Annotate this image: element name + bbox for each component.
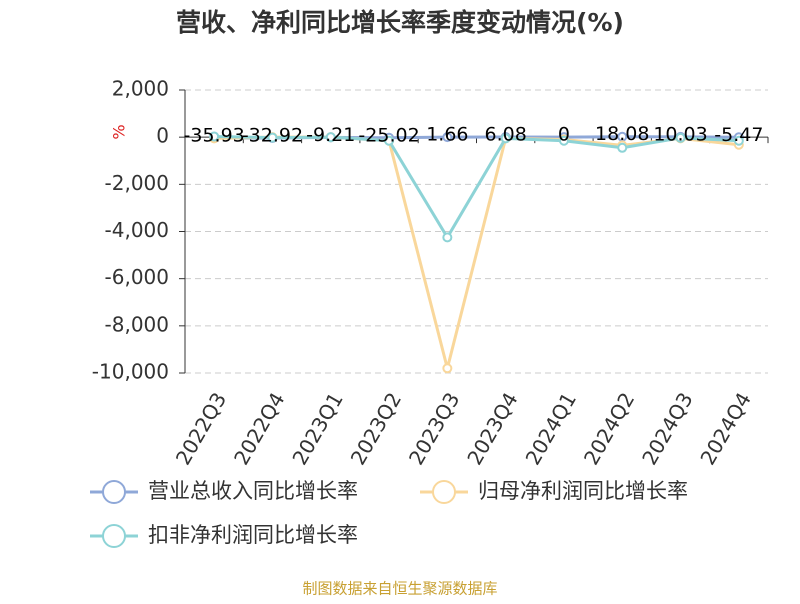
series-line xyxy=(214,135,740,369)
y-tick-label: 0 xyxy=(156,124,169,148)
legend-label: 归母净利润同比增长率 xyxy=(478,479,688,503)
y-axis-label: % xyxy=(110,124,129,139)
point xyxy=(442,363,453,374)
point xyxy=(675,132,686,143)
data-label: -35.93 xyxy=(184,125,245,147)
point xyxy=(384,135,395,146)
legend-label: 扣非净利润同比增长率 xyxy=(148,523,358,547)
data-label: -9.21 xyxy=(306,124,355,146)
legend-label: 营业总收入同比增长率 xyxy=(148,479,358,503)
data-label: 18.08 xyxy=(595,123,649,145)
point xyxy=(325,132,336,143)
x-tick-label: 2023Q3 xyxy=(404,388,464,469)
data-label: 10.03 xyxy=(653,123,707,145)
data-label: 6.08 xyxy=(484,124,526,146)
x-tick-label: 2022Q3 xyxy=(171,388,231,469)
point xyxy=(617,142,628,153)
source: 制图数据来自恒生聚源数据库 xyxy=(302,580,497,598)
y-tick-label: -6,000 xyxy=(105,265,169,289)
x-tick-label: 2022Q4 xyxy=(229,388,289,469)
series-line xyxy=(214,134,739,241)
point xyxy=(267,132,278,143)
y-tick-label: 2,000 xyxy=(112,77,169,101)
data-label: -32.92 xyxy=(242,124,303,146)
x-tick-label: 2024Q4 xyxy=(695,388,755,469)
x-tick-label: 2024Q1 xyxy=(521,388,581,469)
y-tick-label: -10,000 xyxy=(92,360,169,384)
data-label: -25.02 xyxy=(358,124,419,146)
x-tick-label: 2023Q4 xyxy=(462,388,522,469)
x-tick-label: 2024Q2 xyxy=(579,388,639,469)
point xyxy=(442,132,453,143)
x-tick-label: 2024Q3 xyxy=(637,388,697,469)
y-tick-label: -2,000 xyxy=(105,171,169,195)
point xyxy=(733,135,744,146)
point xyxy=(500,133,511,144)
point xyxy=(442,232,453,243)
legend-marker xyxy=(102,524,126,548)
x-tick-label: 2023Q2 xyxy=(346,388,406,469)
point xyxy=(558,135,569,146)
data-label: -5.47 xyxy=(714,124,763,146)
data-label: 1.66 xyxy=(426,124,468,146)
legend-marker xyxy=(432,480,456,504)
x-tick-label: 2023Q1 xyxy=(287,388,347,469)
y-tick-label: -8,000 xyxy=(105,312,169,336)
legend-marker xyxy=(102,480,126,504)
y-tick-label: -4,000 xyxy=(105,218,169,242)
data-label: 0 xyxy=(558,124,570,146)
chart-title: 营收、净利同比增长率季度变动情况(%) xyxy=(176,8,624,37)
point xyxy=(209,131,220,142)
